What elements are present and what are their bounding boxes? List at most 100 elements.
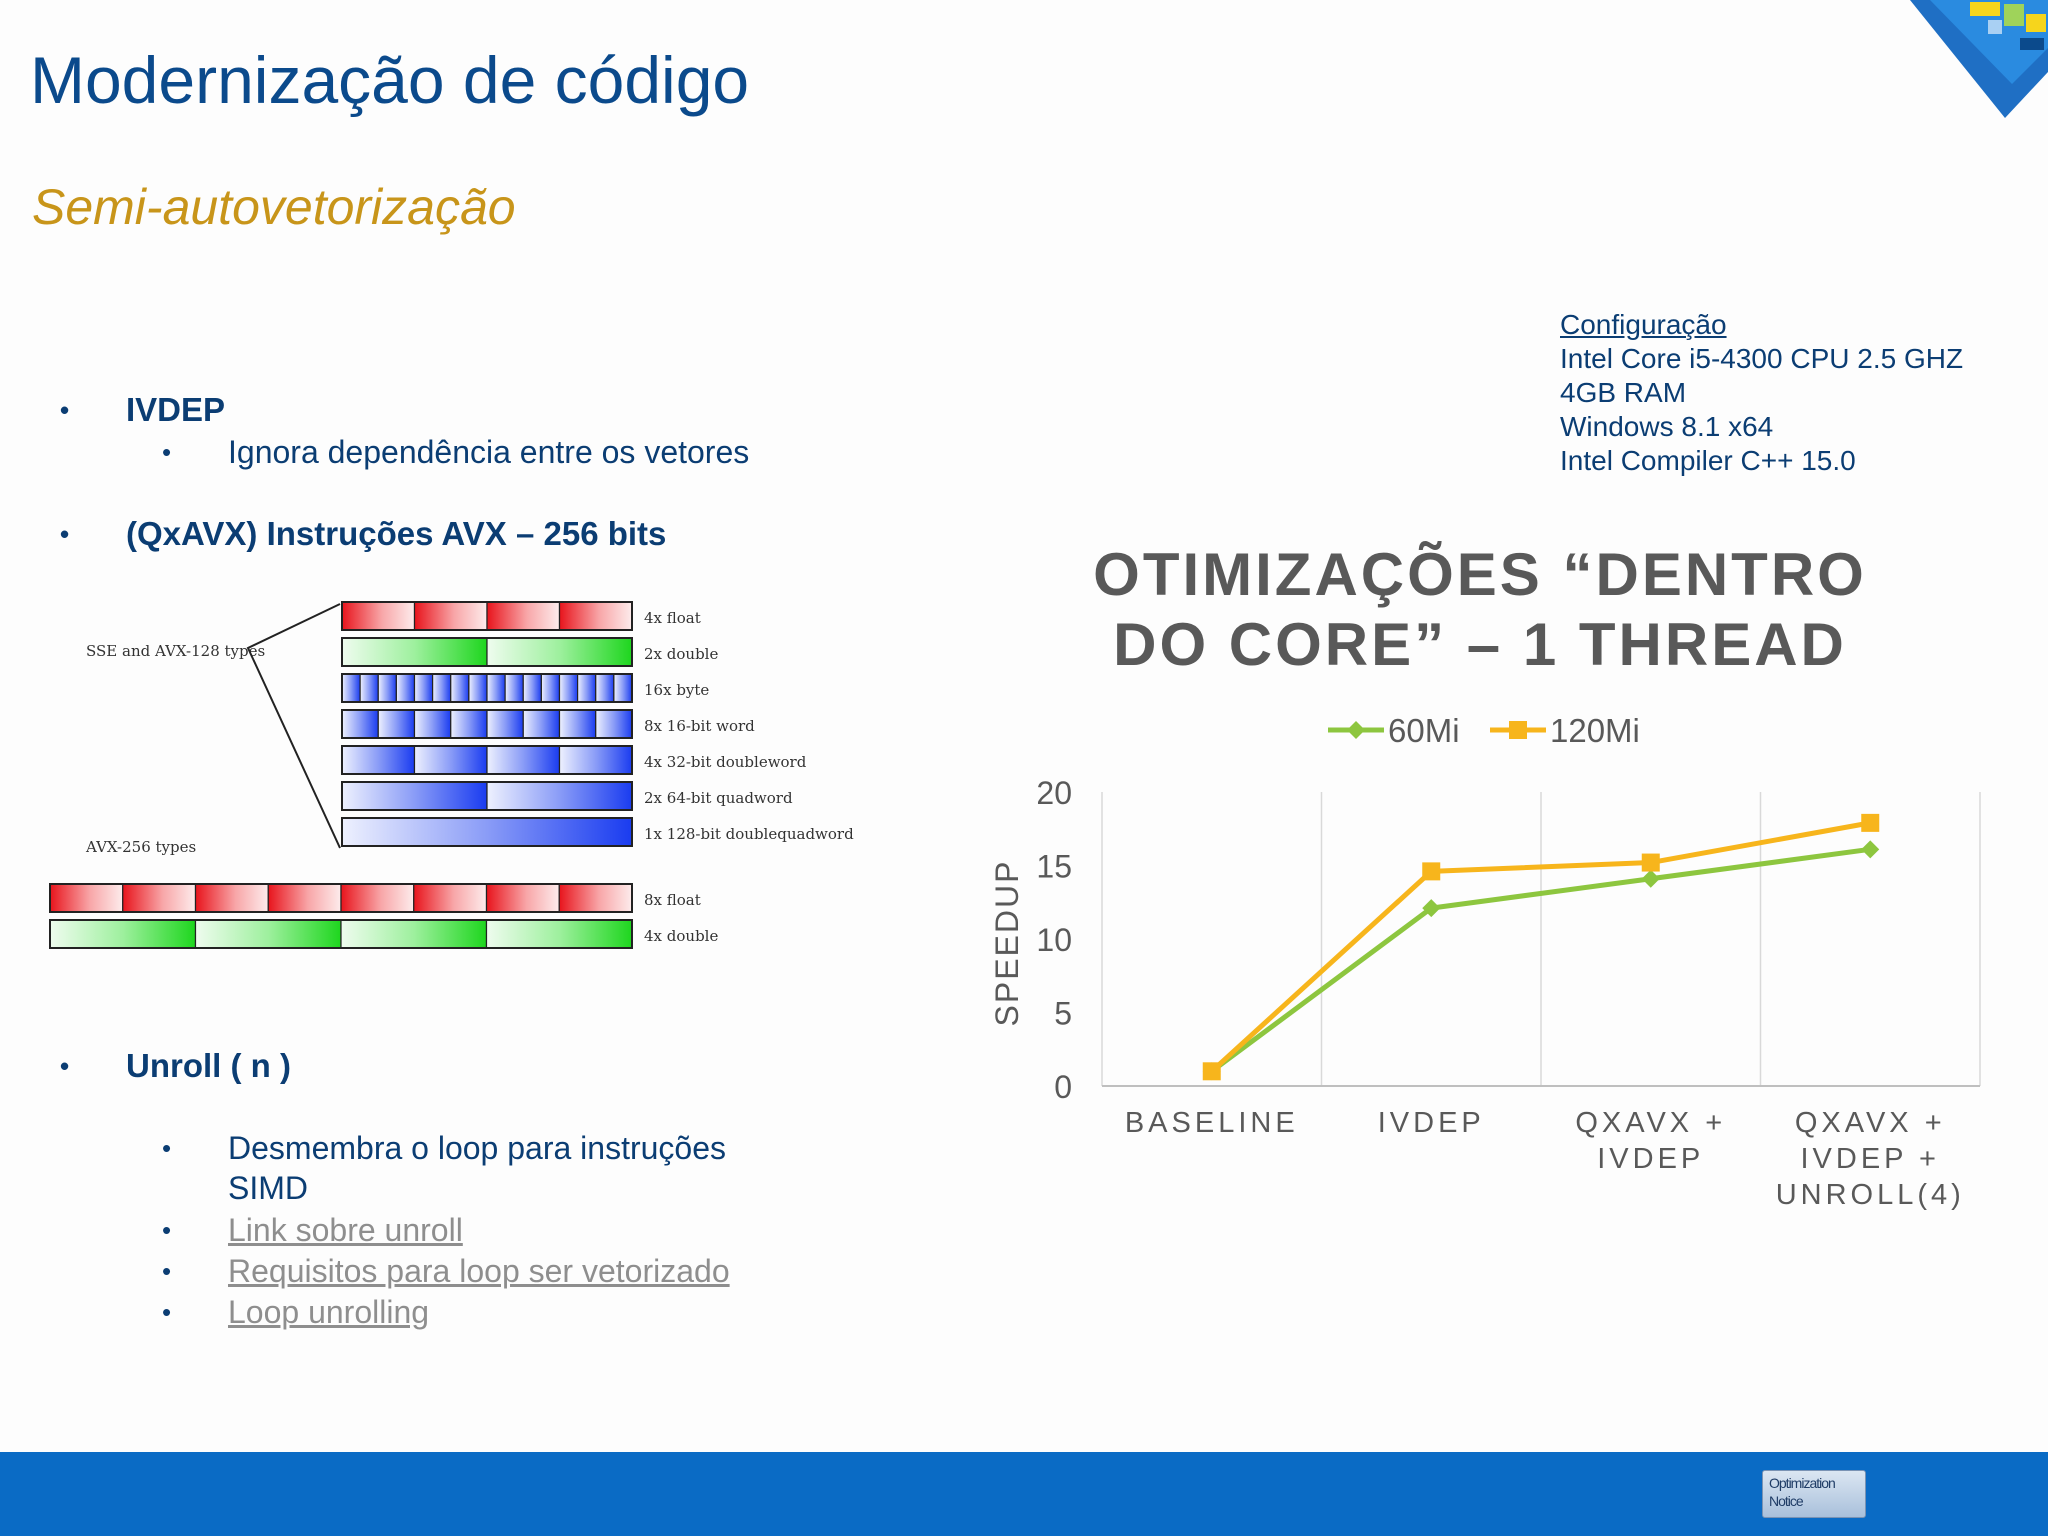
sse-group-label: SSE and AVX-128 types <box>86 642 265 660</box>
simd-types-diagram: 4x float 2x double 16x byte 8x 16-bit word 4… <box>49 601 854 949</box>
link-loop-unrolling[interactable]: Loop unrolling <box>228 1294 430 1330</box>
register-lane <box>341 673 361 703</box>
bullet-text: Unroll ( n ) <box>126 1047 291 1084</box>
register-lane <box>558 709 597 739</box>
register-lane <box>122 883 197 913</box>
bullet-dot: • <box>60 519 70 549</box>
series-line-120Mi <box>1210 820 1871 1074</box>
register-outline <box>49 919 633 949</box>
register-lane <box>540 673 561 703</box>
bullet-dot: • <box>162 1215 172 1245</box>
register-lane <box>340 919 488 949</box>
bullet-ivdep-detail: • Ignora dependência entre os vetores <box>162 432 749 472</box>
link-vectorization-requirements[interactable]: Requisitos para loop ser vetorizado <box>228 1253 730 1289</box>
configuration-heading: Configuração <box>1560 309 1727 340</box>
bullet-link-requirements: • Requisitos para loop ser vetorizado <box>162 1251 730 1291</box>
register-outline <box>341 781 633 811</box>
data-point <box>1641 869 1660 888</box>
register-row-label: 8x float <box>644 891 701 909</box>
bullet-qxavx: • (QxAVX) Instruções AVX – 256 bits <box>60 514 666 554</box>
register-row: 2x double <box>341 637 718 667</box>
y-tick-label: 0 <box>1054 1069 1072 1105</box>
link-unroll[interactable]: Link sobre unroll <box>228 1212 463 1248</box>
register-lane <box>595 673 615 703</box>
bracket-line <box>246 603 341 849</box>
register-lane <box>359 673 379 703</box>
notice-line: Optimization <box>1769 1475 1836 1491</box>
bullet-text-line: SIMD <box>228 1170 308 1206</box>
register-lane <box>485 883 560 913</box>
config-line: 4GB RAM <box>1560 377 1687 408</box>
avx-group-label: AVX-256 types <box>85 838 196 856</box>
register-outline <box>49 883 633 913</box>
register-lane <box>395 673 416 703</box>
bullet-dot: • <box>162 1297 172 1327</box>
register-lane <box>522 709 561 739</box>
x-tick-label: UNROLL(4) <box>1776 1179 1965 1211</box>
register-row: 4x double <box>49 919 718 949</box>
legend-marker <box>1347 721 1365 739</box>
register-lane <box>413 673 434 703</box>
register-lane <box>595 709 633 739</box>
legend-marker <box>1509 721 1527 739</box>
x-tick-label: BASELINE <box>1125 1107 1299 1139</box>
footer-bar <box>0 1452 2048 1536</box>
data-point <box>1422 862 1441 881</box>
register-lane <box>341 745 416 775</box>
register-lane <box>377 673 397 703</box>
register-lane <box>340 883 415 913</box>
register-lane <box>413 601 488 631</box>
bullet-unroll: • Unroll ( n ) <box>60 1046 291 1086</box>
bullet-ivdep: • IVDEP <box>60 390 225 430</box>
register-lane <box>267 883 342 913</box>
register-row: 8x float <box>49 883 701 913</box>
chart-legend: 60Mi 120Mi <box>1328 712 1640 749</box>
register-row: 2x 64-bit quadword <box>341 781 793 811</box>
register-outline <box>341 637 633 667</box>
bullet-dot: • <box>162 1133 172 1163</box>
register-lane <box>558 883 633 913</box>
data-point <box>1861 813 1880 832</box>
x-tick-label: QXAVX + <box>1795 1107 1946 1139</box>
chart-title-line: OTIMIZAÇÕES “DENTRO <box>1093 541 1867 608</box>
register-lane <box>341 601 416 631</box>
bullet-link-loop-unrolling: • Loop unrolling <box>162 1292 429 1332</box>
register-row-label: 2x 64-bit quadword <box>644 789 793 807</box>
slide-subtitle: Semi-autovetorização <box>32 179 516 235</box>
y-tick-label: 5 <box>1054 996 1072 1032</box>
bullet-dot: • <box>60 1051 70 1081</box>
bullet-dot: • <box>162 437 172 467</box>
notice-line: Notice <box>1769 1493 1804 1509</box>
configuration-block: Configuração Intel Core i5-4300 CPU 2.5 … <box>1560 308 1963 478</box>
register-row: 4x float <box>341 601 701 631</box>
register-lane <box>341 781 488 811</box>
x-tick-label: IVDEP + <box>1801 1143 1941 1175</box>
register-lane <box>558 673 579 703</box>
register-lane <box>341 817 633 847</box>
register-lane <box>558 601 633 631</box>
optimization-notice-button[interactable]: Optimization Notice <box>1762 1470 1866 1518</box>
register-row-label: 2x double <box>644 645 718 663</box>
series-line-60Mi <box>1210 846 1871 1074</box>
register-lane <box>413 883 488 913</box>
register-row-label: 8x 16-bit word <box>644 717 755 735</box>
bullet-unroll-detail: • Desmembra o loop para instruções SIMD <box>162 1128 726 1208</box>
bullet-text: Ignora dependência entre os vetores <box>228 434 750 470</box>
data-point <box>1641 853 1660 872</box>
register-lane <box>450 709 488 739</box>
bullet-link-unroll: • Link sobre unroll <box>162 1210 463 1250</box>
register-outline <box>341 745 633 775</box>
bullet-dot: • <box>60 395 70 425</box>
config-line: Windows 8.1 x64 <box>1560 411 1774 442</box>
register-lane <box>413 745 488 775</box>
register-row-label: 4x float <box>644 609 701 627</box>
register-row-label: 4x double <box>644 927 718 945</box>
register-lane <box>194 919 342 949</box>
bullet-text: (QxAVX) Instruções AVX – 256 bits <box>126 515 667 552</box>
register-lane <box>486 637 633 667</box>
register-outline <box>341 817 633 847</box>
register-lane <box>522 673 542 703</box>
y-tick-label: 15 <box>1036 849 1072 885</box>
register-lane <box>49 919 197 949</box>
bullet-text: Desmembra o loop para instruções SIMD <box>228 1128 726 1208</box>
